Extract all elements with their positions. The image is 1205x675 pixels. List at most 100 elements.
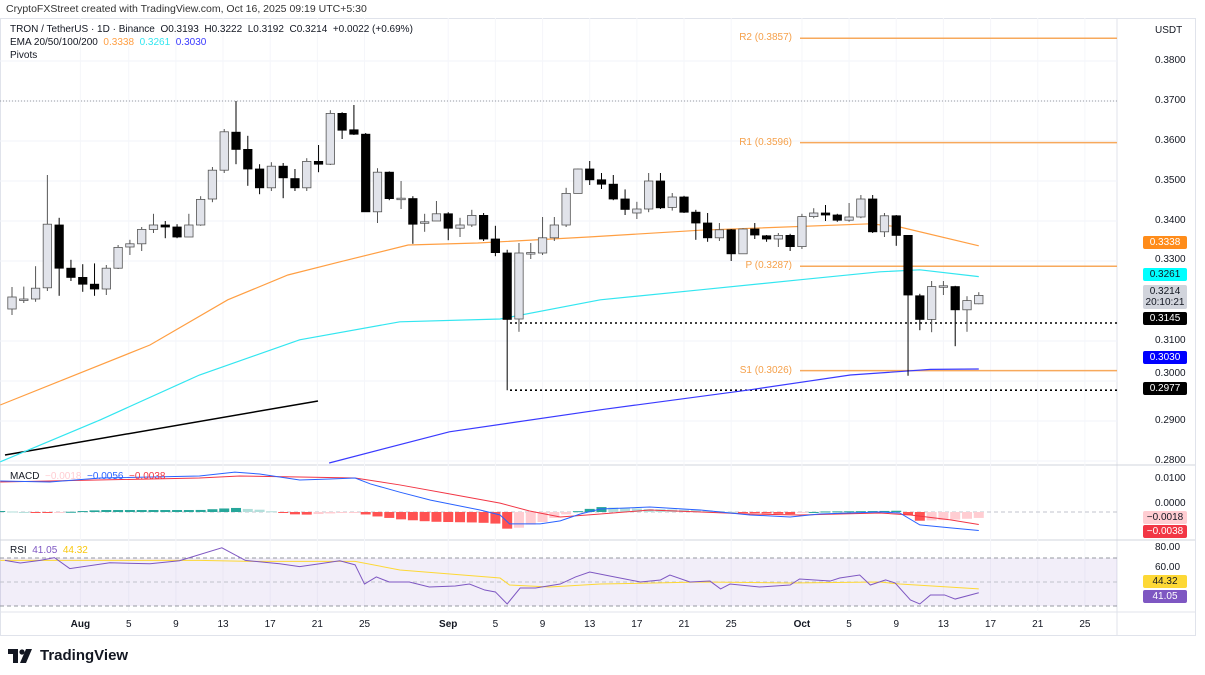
candle-body-up (714, 229, 725, 239)
macd-histogram-bar (490, 512, 501, 524)
candle (891, 215, 901, 246)
candle (30, 266, 41, 302)
candle-body-down (54, 224, 64, 269)
candle-body-down (585, 168, 595, 181)
candle-body-down (490, 238, 500, 254)
ema100-line (0, 269, 979, 463)
macd-histogram-bar (726, 511, 737, 513)
candle-body-up (537, 237, 548, 254)
candle (207, 167, 218, 203)
legend-ema-row[interactable]: EMA 20/50/100/200 0.3338 0.3261 0.3030 (10, 37, 206, 48)
candle (726, 229, 736, 261)
candle-body-up (113, 246, 123, 269)
macd-histogram-bar (785, 512, 796, 515)
pivot-label: R2 (0.3857) (739, 32, 792, 44)
rsi-ma-line (0, 559, 979, 590)
time-tick-label: 5 (125, 619, 132, 630)
macd-histogram-bar (737, 512, 748, 513)
ohlc-high: H0.3222 (204, 24, 243, 35)
ohlc-close: C0.3214 (289, 24, 328, 35)
candle-body-up (526, 252, 536, 255)
candle-body-down (726, 229, 736, 255)
time-tick-label: 25 (1079, 619, 1091, 630)
macd-histogram-bar (820, 511, 831, 513)
macd-zero-tick: 0.0000 (1155, 498, 1186, 509)
candle (667, 193, 677, 211)
candle-body-down (243, 148, 253, 170)
macd-histogram-bar (18, 511, 29, 513)
price-tick-label: 0.3300 (1155, 254, 1186, 265)
candle (950, 285, 960, 347)
rsi-tag: 41.05 (1143, 590, 1187, 603)
candle (502, 249, 512, 391)
ema100-value: 0.3261 (139, 37, 171, 48)
candle (172, 224, 182, 239)
price-tick-label: 0.2800 (1155, 455, 1186, 466)
macd-histogram-bar (419, 512, 430, 522)
candle (148, 213, 159, 233)
price-tick-label: 0.3800 (1155, 55, 1186, 66)
candle-body-down (78, 276, 88, 285)
macd-histogram-bar (431, 512, 442, 522)
candle-body-down (349, 129, 359, 135)
candle (938, 281, 949, 295)
macd-line-value: −0.0056 (87, 471, 124, 482)
candle (785, 233, 795, 251)
candle (266, 162, 276, 191)
candle-body-up (196, 198, 206, 226)
candle (66, 259, 76, 281)
candle (903, 234, 913, 376)
macd-histogram-bar (950, 512, 961, 520)
ohlc-low: L0.3192 (247, 24, 284, 35)
brand-name: TradingView (40, 647, 129, 664)
candle-body-up (372, 171, 383, 213)
candle-body-up (184, 224, 194, 238)
rsi-label: RSI (10, 545, 27, 556)
rsi-band (0, 558, 1117, 606)
macd-histogram-bar (183, 510, 194, 512)
candle-body-down (160, 224, 170, 228)
candle (915, 293, 925, 331)
candle (927, 281, 937, 333)
candle-body-down (750, 228, 760, 236)
pivot-label: R1 (0.3596) (739, 136, 792, 148)
candle (125, 239, 135, 255)
price-tick-label: 0.3400 (1155, 215, 1186, 226)
candle-body-down (290, 178, 300, 189)
candle-body-up (42, 223, 52, 289)
tradingview-logo[interactable]: TradingView (8, 647, 128, 664)
candle-body-up (19, 298, 29, 301)
time-tick-label: 13 (217, 619, 229, 630)
candle-body-down (761, 235, 772, 240)
candle-body-up (148, 224, 159, 230)
rsi-legend[interactable]: RSI 41.05 44.32 (10, 545, 88, 556)
rsi-value: 41.05 (32, 545, 58, 556)
macd-histogram-bar (89, 510, 100, 512)
macd-histogram-bar (266, 511, 277, 513)
candle-body-down (172, 226, 182, 238)
symbol-name[interactable]: TRON / TetherUS · 1D · Binance (10, 24, 155, 35)
candle (89, 263, 100, 296)
candle-body-up (844, 216, 854, 221)
ema200-value: 0.3030 (175, 37, 207, 48)
currency-label[interactable]: USDT (1155, 25, 1183, 36)
time-tick-label: 5 (846, 619, 852, 630)
candle-body-down (655, 180, 666, 209)
candle (384, 171, 394, 201)
trendline-drawing[interactable] (4, 400, 319, 456)
time-tick-label: 9 (539, 619, 546, 630)
candle-body-up (879, 215, 890, 233)
candle-body-up (667, 196, 677, 208)
candle (738, 228, 748, 255)
macd-histogram-bar (879, 510, 890, 512)
macd-histogram-bar (148, 510, 159, 512)
candle-body-up (927, 286, 937, 320)
candle-body-up (325, 113, 335, 165)
macd-legend[interactable]: MACD −0.0018 −0.0056 −0.0038 (10, 471, 165, 482)
candle (302, 158, 312, 191)
legend-pivots[interactable]: Pivots (10, 50, 38, 61)
time-tick-label: 9 (173, 619, 179, 630)
candle-body-down (66, 267, 76, 278)
candle (231, 101, 241, 165)
